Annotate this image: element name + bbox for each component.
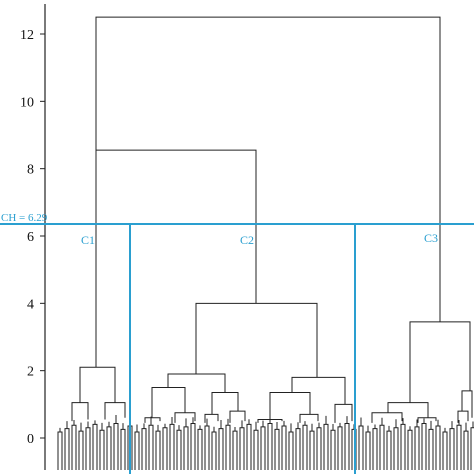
cluster-label-c1: C1 <box>81 233 95 247</box>
leaf-pair-29 <box>260 426 266 470</box>
link-sub-5 <box>174 412 196 423</box>
link-c2-right <box>291 376 346 405</box>
leaf-pair-48 <box>393 427 399 470</box>
leaf-pair-22 <box>211 431 217 470</box>
link-c2-left <box>167 373 226 393</box>
leaf-pair-24 <box>225 424 231 470</box>
leaf-pair-14 <box>155 430 161 470</box>
leaf-pair-3 <box>78 430 84 470</box>
leaf-pair-1 <box>64 428 70 470</box>
y-ticks: 0 2 4 6 8 10 12 <box>20 28 45 447</box>
cluster-label-c2: C2 <box>240 233 254 247</box>
leaf-pair-20 <box>197 428 203 470</box>
leaf-pair-56 <box>449 428 455 470</box>
leaf-pair-37 <box>316 427 322 470</box>
leaf-pair-28 <box>253 429 259 470</box>
leaf-pair-36 <box>309 430 315 470</box>
y-tick-label-0: 0 <box>27 432 34 447</box>
leaf-pair-15 <box>162 427 168 470</box>
cluster-label-c3: C3 <box>424 231 438 245</box>
leaf-pair-26 <box>239 427 245 470</box>
leaf-pair-8 <box>113 423 119 470</box>
leaf-pair-44 <box>365 431 371 470</box>
y-tick-label-10: 10 <box>20 95 34 110</box>
link-c1-c2 <box>95 149 257 368</box>
leaf-pair-18 <box>183 426 189 470</box>
leaf-pair-9 <box>120 428 126 470</box>
leaf-pair-32 <box>281 425 287 470</box>
leaf-pair-5 <box>92 423 98 470</box>
y-tick-label-12: 12 <box>20 28 34 43</box>
leaf-pair-23 <box>218 428 224 470</box>
leaf-pair-16 <box>169 423 175 470</box>
y-tick-label-6: 6 <box>27 230 34 245</box>
leaf-pair-38 <box>323 423 329 470</box>
leaf-pair-33 <box>288 431 294 470</box>
leaf-pair-12 <box>141 428 147 470</box>
link-sub-13 <box>417 417 437 423</box>
link-sub-11 <box>334 403 353 423</box>
leaf-pair-2 <box>71 424 77 470</box>
y-tick-label-2: 2 <box>27 365 34 380</box>
y-tick-label-4: 4 <box>27 297 34 312</box>
leaf-pair-58 <box>463 430 469 470</box>
link-sub-1 <box>104 402 126 420</box>
leaf-pair-40 <box>337 426 343 470</box>
leaf-pair-52 <box>421 423 427 470</box>
link-sub-6 <box>204 413 219 423</box>
leaf-pair-47 <box>386 430 392 470</box>
link-sub-3 <box>211 392 239 415</box>
link-c2 <box>195 302 318 378</box>
leaf-pair-4 <box>85 427 91 470</box>
link-sub-9 <box>257 418 283 423</box>
leaf-pair-7 <box>106 426 112 470</box>
leaf-pair-51 <box>414 426 420 470</box>
leaf-pair-43 <box>358 425 364 470</box>
leaf-pair-53 <box>428 428 434 470</box>
leaf-pair-55 <box>442 431 448 470</box>
link-root <box>95 16 441 322</box>
link-sub-7 <box>229 410 246 423</box>
leaf-pair-50 <box>407 429 413 470</box>
link-sub-14 <box>457 410 469 423</box>
leaf-pair-45 <box>372 428 378 470</box>
link-c3-left <box>387 402 429 418</box>
link-c1 <box>79 366 116 403</box>
leaf-pair-49 <box>400 423 406 470</box>
leaf-pair-41 <box>344 423 350 470</box>
link-sub-12 <box>371 412 403 423</box>
leaf-pair-13 <box>148 424 154 470</box>
leaf-pair-21 <box>204 425 210 470</box>
leaf-pair-30 <box>267 423 273 470</box>
leaf-pair-6 <box>99 429 105 470</box>
leaf-pair-35 <box>302 424 308 470</box>
link-c3-right <box>461 390 473 418</box>
leaf-pair-57 <box>456 424 462 470</box>
cut-label: CH = 6.29 <box>1 212 48 224</box>
leaf-pair-17 <box>176 429 182 470</box>
leaf-pair-19 <box>190 423 196 470</box>
leaf-pair-11 <box>134 431 140 470</box>
leaf-pair-25 <box>232 430 238 470</box>
leaf-pair-59 <box>470 427 474 470</box>
dendrogram-links <box>57 16 474 470</box>
leaf-pair-34 <box>295 428 301 470</box>
link-sub-0 <box>71 402 89 422</box>
leaf-pair-0 <box>57 431 63 470</box>
cut-lines: CH = 6.29 C1 C2 C3 <box>0 212 474 474</box>
leaf-pair-39 <box>330 429 336 470</box>
link-sub-8 <box>269 392 311 420</box>
leaf-pair-54 <box>435 425 441 470</box>
link-sub-4 <box>144 417 161 423</box>
leaf-pair-27 <box>246 423 252 470</box>
link-sub-2 <box>151 387 186 418</box>
link-sub-10 <box>299 413 319 423</box>
link-c3 <box>409 321 471 403</box>
y-tick-label-8: 8 <box>27 163 34 178</box>
leaf-pair-31 <box>274 428 280 470</box>
leaf-pair-46 <box>379 424 385 470</box>
